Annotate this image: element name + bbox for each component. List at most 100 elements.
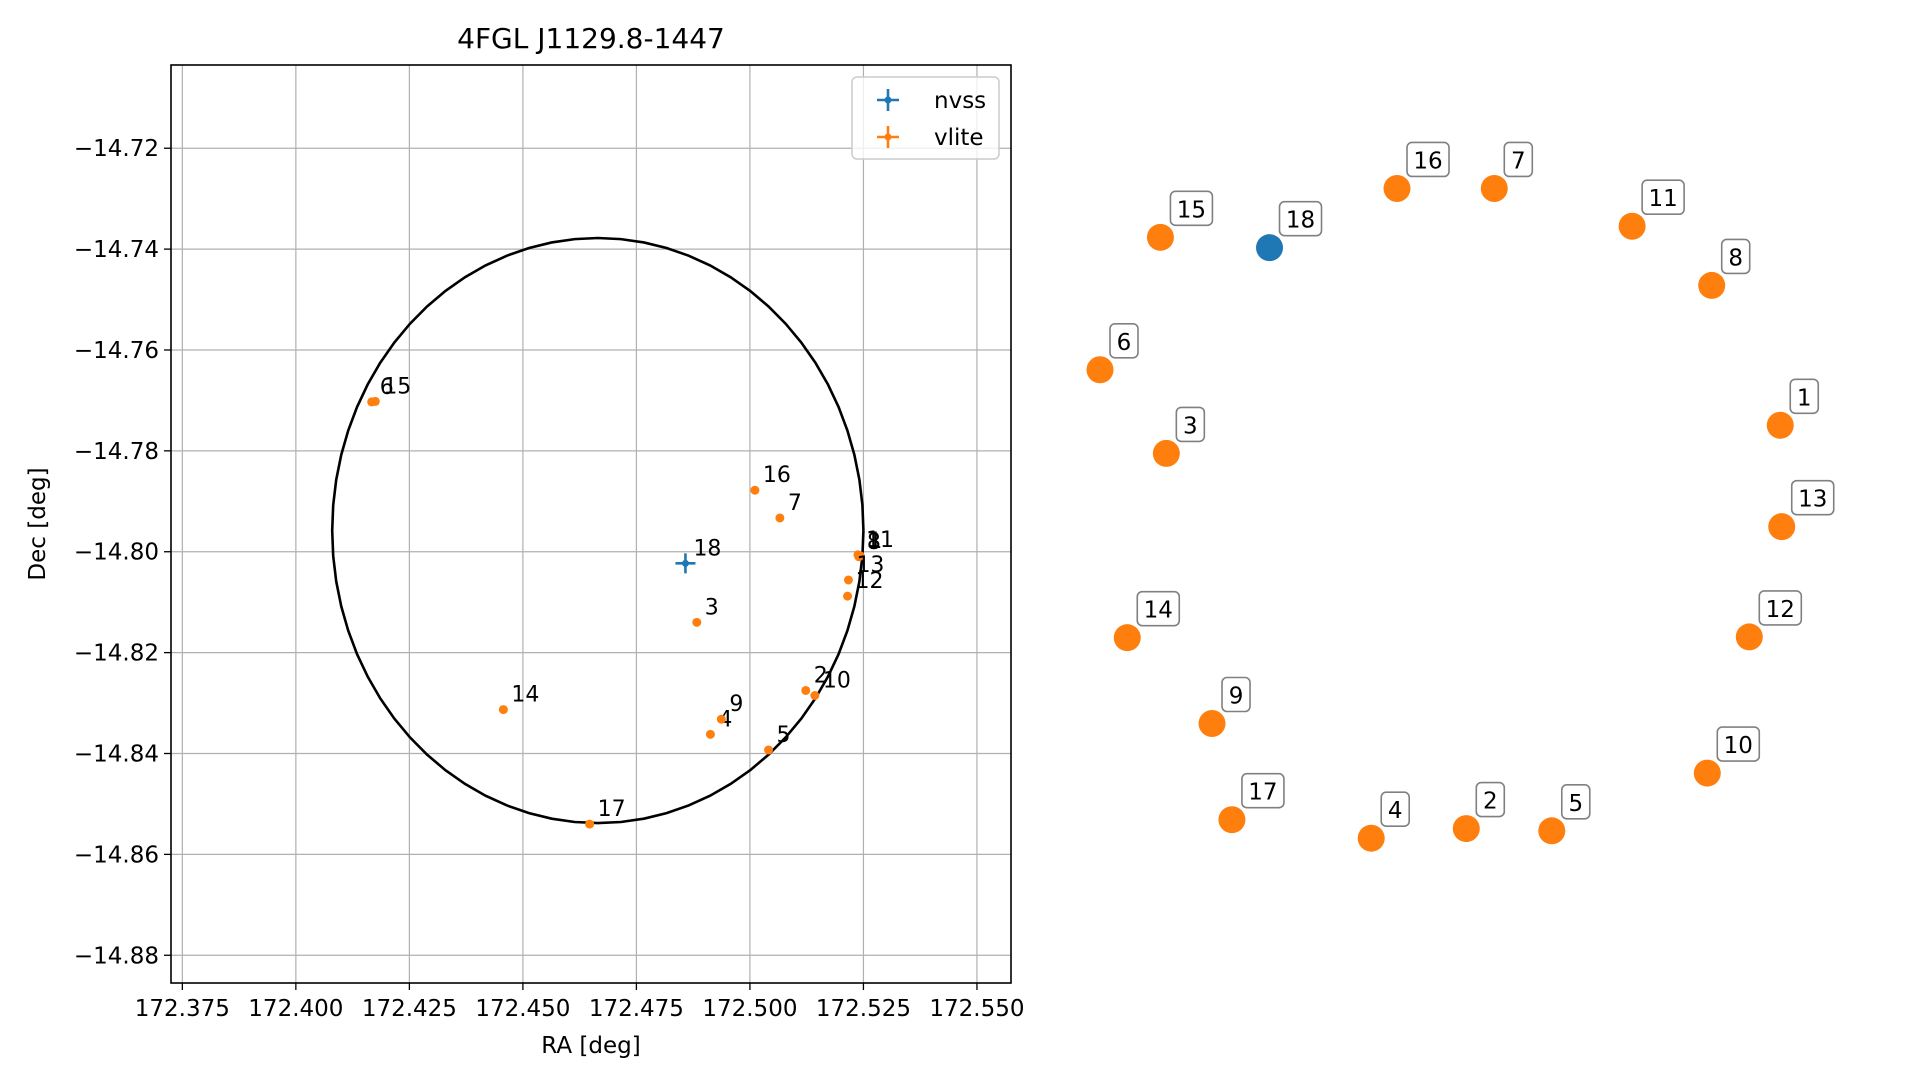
label-node-3: 3	[1152, 406, 1206, 467]
label-node-box	[1475, 781, 1506, 818]
x-tick-label: 172.450	[475, 996, 570, 1022]
label-node-dot	[1113, 624, 1141, 652]
label-node-box	[1136, 590, 1181, 627]
label-node-text: 18	[1286, 208, 1315, 234]
vlite-source-marker	[716, 714, 726, 724]
label-node-14: 14	[1113, 590, 1181, 652]
label-node-box	[1716, 726, 1761, 762]
grid-lines	[171, 65, 1011, 983]
label-node-9: 9	[1198, 676, 1251, 737]
label-node-13: 13	[1768, 479, 1835, 541]
source-label: 3	[705, 595, 719, 620]
source-label: 6	[380, 375, 394, 400]
label-node-dot	[1152, 439, 1180, 467]
vlite-source-marker	[585, 819, 595, 829]
vlite-source-marker	[764, 745, 774, 755]
label-node-text: 2	[1483, 789, 1498, 815]
source-label: 14	[511, 683, 539, 708]
label-node-18: 18	[1256, 200, 1323, 262]
y-tick-label: −14.82	[74, 641, 159, 667]
legend-handle-vlite	[877, 126, 899, 148]
label-node-text: 14	[1144, 598, 1173, 624]
label-node-dot	[1452, 815, 1480, 843]
x-tick-label: 172.550	[929, 996, 1024, 1022]
label-node-text: 7	[1511, 148, 1526, 174]
x-tick-label: 172.500	[702, 996, 797, 1022]
vlite-source-marker	[843, 591, 853, 601]
label-node-dot	[1768, 513, 1796, 541]
y-tick-label: −14.72	[74, 136, 159, 162]
source-label: 10	[823, 668, 851, 693]
nvss-source-marker	[675, 553, 696, 574]
label-node-text: 4	[1388, 798, 1403, 824]
label-node-2: 2	[1452, 781, 1506, 843]
label-node-text: 6	[1117, 330, 1132, 356]
label-node-box	[1560, 783, 1591, 820]
y-tick-label: −14.76	[74, 338, 159, 364]
label-node-box	[1790, 479, 1835, 516]
y-tick-label: −14.74	[74, 237, 159, 263]
label-node-box	[1641, 179, 1685, 216]
label-node-dot	[1383, 174, 1411, 202]
label-node-8: 8	[1698, 238, 1751, 299]
label-node-text: 3	[1183, 413, 1198, 439]
source-label: 9	[729, 692, 743, 717]
vlite-source-marker	[853, 550, 863, 560]
label-node-text: 10	[1724, 733, 1753, 759]
label-node-16: 16	[1383, 141, 1450, 202]
y-ticks: −14.72 −14.74 −14.76 −14.78 −14.80 −14.82 −14.…	[74, 136, 171, 969]
label-node-dot	[1735, 623, 1763, 651]
label-node-dot	[1766, 411, 1794, 439]
legend-label: vlite	[934, 125, 984, 151]
label-node-box	[1169, 190, 1214, 227]
x-tick-label: 172.425	[362, 996, 457, 1022]
label-node-text: 12	[1766, 597, 1795, 623]
label-node-17: 17	[1218, 772, 1285, 834]
label-node-text: 1	[1797, 385, 1812, 411]
x-tick-label: 172.475	[589, 996, 684, 1022]
source-label: 15	[383, 374, 411, 399]
label-node-15: 15	[1146, 190, 1214, 251]
label-node-dot	[1693, 759, 1721, 787]
label-node-text: 9	[1229, 684, 1244, 710]
data-points: 181234567891011121314151617	[367, 374, 894, 829]
label-node-4: 4	[1357, 791, 1411, 852]
vlite-source-marker	[498, 705, 508, 715]
label-node-dot	[1618, 212, 1646, 240]
localization-ellipse	[330, 236, 865, 825]
label-node-dot	[1256, 234, 1284, 262]
label-node-box	[1109, 322, 1139, 359]
label-node-box	[1278, 200, 1323, 237]
source-label: 16	[763, 463, 791, 488]
y-tick-label: −14.78	[74, 439, 159, 465]
source-label: 18	[693, 536, 721, 561]
legend-label: nvss	[934, 88, 986, 114]
label-node-text: 17	[1248, 780, 1277, 806]
label-node-box	[1175, 406, 1206, 443]
label-node-box	[1221, 676, 1251, 713]
label-node-dot	[1086, 356, 1114, 384]
label-node-dot	[1218, 806, 1246, 834]
y-tick-label: −14.88	[74, 943, 159, 969]
vlite-source-marker	[843, 575, 853, 585]
source-label: 17	[598, 797, 626, 822]
label-node-dot	[1146, 223, 1174, 251]
label-node-text: 15	[1177, 197, 1206, 223]
error-ellipse-layer	[330, 236, 865, 825]
label-node-dot	[1480, 174, 1508, 202]
source-label: 2	[814, 663, 828, 688]
label-node-5: 5	[1538, 783, 1591, 845]
label-node-box	[1380, 791, 1411, 828]
source-label: 1	[868, 529, 882, 554]
label-node-text: 8	[1728, 245, 1743, 271]
x-tick-label: 172.525	[816, 996, 911, 1022]
plot-title: 4FGL J1129.8-1447	[457, 22, 725, 55]
label-node-dot	[1538, 817, 1566, 845]
label-node-box	[1720, 238, 1751, 275]
source-label: 7	[788, 491, 802, 516]
y-tick-label: −14.86	[74, 842, 159, 868]
label-node-dot	[1357, 824, 1385, 852]
